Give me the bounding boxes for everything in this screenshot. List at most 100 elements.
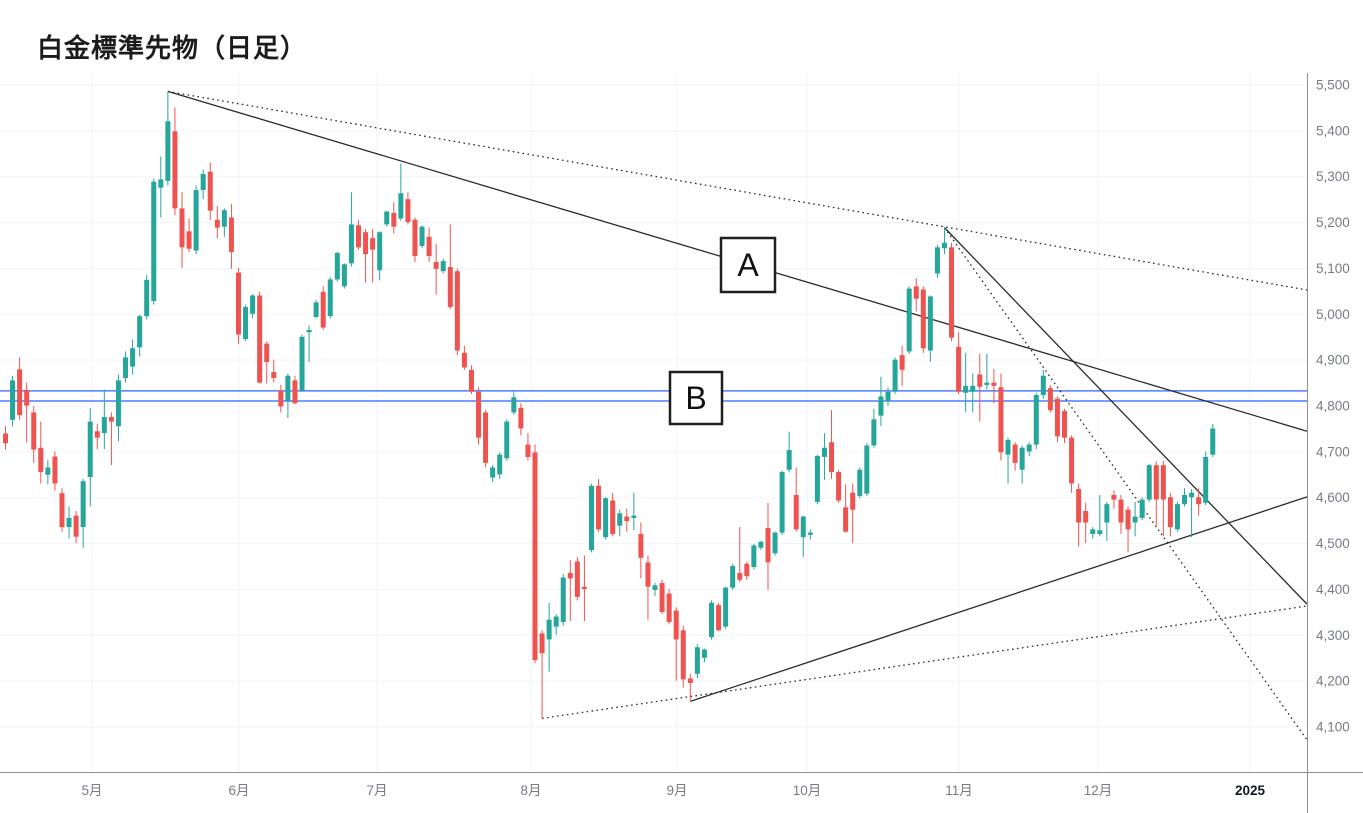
candle-75 — [532, 444, 538, 664]
candle-69 — [490, 465, 496, 483]
candle-95 — [673, 607, 679, 681]
candle-49 — [348, 192, 354, 267]
candle-146 — [1033, 392, 1039, 450]
candle-162 — [1146, 463, 1152, 502]
candle-43 — [306, 325, 312, 362]
candle-97 — [687, 673, 693, 702]
time-tick-2025: 2025 — [1235, 783, 1266, 798]
candle-14 — [101, 389, 107, 450]
time-tick-10月: 10月 — [793, 783, 822, 798]
price-tick-4900: 4,900 — [1316, 353, 1350, 368]
trendline-layer[interactable] — [167, 90, 1308, 741]
candle-77 — [546, 602, 552, 672]
candle-64 — [454, 268, 460, 356]
time-tick-6月: 6月 — [228, 783, 249, 798]
price-tick-4300: 4,300 — [1316, 628, 1350, 643]
candle-53 — [377, 231, 383, 281]
candle-126 — [892, 357, 898, 395]
candle-83 — [588, 483, 594, 553]
candle-33 — [235, 267, 241, 344]
candle-7 — [52, 451, 58, 491]
horizontal-price-lines[interactable] — [0, 390, 1307, 402]
price-axis[interactable]: 5,500 5,400 5,300 5,200 5,100 5,000 4,900 4,800… — [1316, 78, 1350, 735]
candle-152 — [1076, 483, 1082, 547]
candle-118 — [836, 469, 842, 503]
candle-156 — [1104, 501, 1110, 541]
candle-147 — [1040, 369, 1046, 399]
price-tick-4500: 4,500 — [1316, 536, 1350, 551]
axis-border-layer — [0, 73, 1363, 813]
candle-78 — [553, 614, 559, 635]
candle-48 — [341, 263, 347, 289]
candle-50 — [356, 219, 361, 250]
candle-59 — [419, 225, 425, 249]
candle-155 — [1097, 494, 1103, 537]
candle-98 — [694, 644, 700, 679]
annotation-layer[interactable]: AB — [668, 236, 777, 426]
price-tick-4800: 4,800 — [1316, 399, 1350, 414]
candle-51 — [363, 229, 369, 283]
candle-19 — [137, 314, 143, 357]
candle-130 — [920, 286, 926, 353]
candle-18 — [130, 339, 136, 375]
candle-13 — [94, 423, 100, 450]
candle-29 — [207, 162, 213, 220]
candle-39 — [278, 384, 284, 413]
annotation-box-A[interactable]: A — [719, 236, 777, 294]
candle-92 — [652, 583, 658, 596]
candle-161 — [1139, 497, 1145, 521]
annotation-box-B[interactable]: B — [668, 370, 724, 426]
candle-6 — [45, 459, 51, 485]
solid-trendline-2 — [944, 227, 1308, 605]
candle-140 — [991, 368, 997, 404]
candle-159 — [1125, 506, 1131, 553]
candle-150 — [1062, 408, 1067, 444]
candle-27 — [193, 185, 199, 255]
time-axis[interactable]: 5月 6月 7月 8月 9月 10月 11月 12月 2025 — [81, 783, 1265, 798]
chart-title: 白金標準先物（日足） — [37, 33, 308, 63]
candle-68 — [483, 410, 489, 468]
candle-46 — [327, 277, 333, 319]
candle-61 — [433, 243, 439, 295]
candle-153 — [1083, 502, 1089, 544]
candle-89 — [631, 492, 637, 531]
candle-99 — [701, 648, 707, 663]
candle-55 — [391, 202, 397, 234]
candle-88 — [624, 508, 630, 532]
price-tick-4700: 4,700 — [1316, 444, 1350, 459]
time-tick-11月: 11月 — [945, 783, 973, 798]
dotted-trendline-3 — [943, 227, 1308, 741]
candle-40 — [285, 373, 291, 418]
candle-63 — [447, 224, 453, 310]
candle-36 — [257, 291, 263, 384]
candle-79 — [560, 573, 566, 626]
candlestick-layer[interactable] — [3, 91, 1216, 719]
candle-106 — [751, 544, 757, 570]
candle-148 — [1047, 384, 1053, 413]
candle-133 — [941, 227, 947, 255]
price-tick-4400: 4,400 — [1316, 582, 1350, 597]
candle-38 — [271, 359, 277, 383]
svg-text:A: A — [737, 247, 759, 283]
candle-139 — [984, 353, 990, 390]
candle-102 — [723, 586, 729, 629]
candle-167 — [1182, 488, 1188, 507]
candle-168 — [1189, 489, 1195, 538]
candle-128 — [906, 286, 912, 354]
candle-10 — [73, 511, 79, 544]
candle-129 — [913, 278, 919, 312]
candle-145 — [1026, 442, 1032, 457]
candle-164 — [1160, 460, 1166, 537]
candle-131 — [927, 295, 933, 362]
candle-149 — [1054, 396, 1060, 443]
price-tick-5300: 5,300 — [1316, 169, 1350, 184]
candle-47 — [334, 251, 340, 282]
price-tick-5400: 5,400 — [1316, 123, 1350, 138]
candle-26 — [186, 218, 192, 252]
candle-76 — [539, 630, 545, 719]
candle-86 — [610, 492, 616, 537]
candle-134 — [949, 242, 955, 342]
candle-82 — [581, 555, 587, 622]
